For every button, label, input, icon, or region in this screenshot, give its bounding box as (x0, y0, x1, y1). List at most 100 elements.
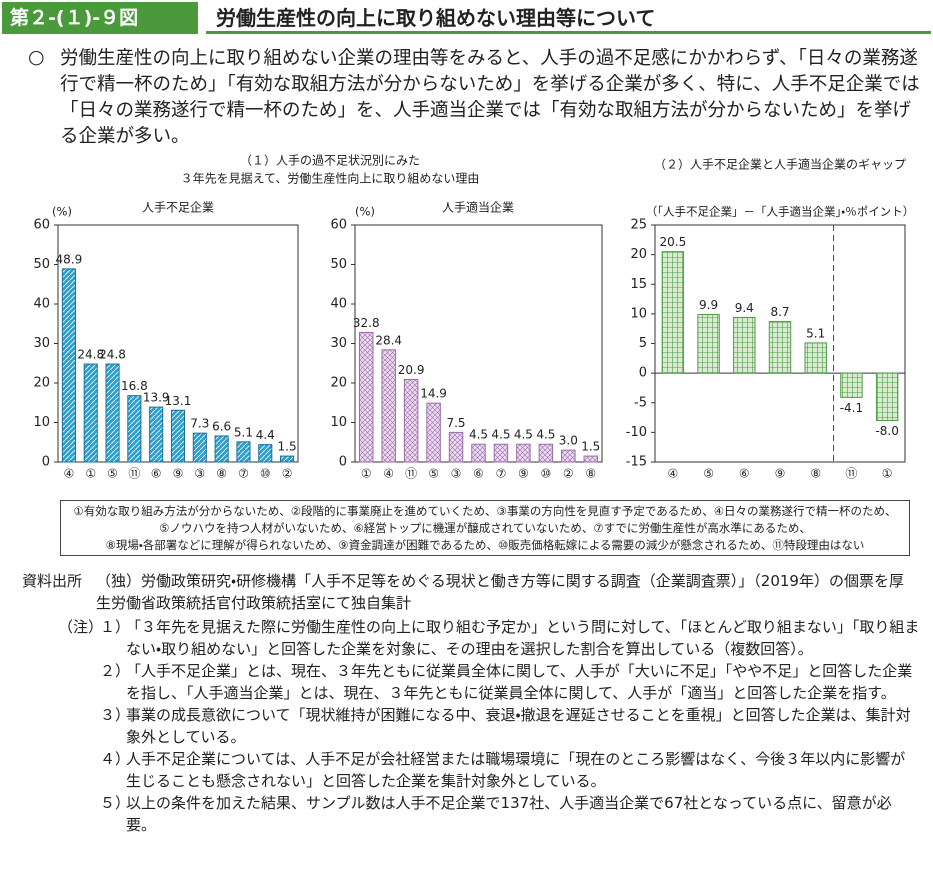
value-label: 9.4 (735, 301, 754, 315)
x-tick-label: ⑨ (173, 467, 184, 481)
source-text: （独）労働政策研究・研修機構「人手不足等をめぐる現状と働き方等に関する調査（企業… (96, 572, 904, 612)
x-tick-label: ③ (194, 467, 205, 481)
x-tick-label: ⑤ (703, 467, 714, 481)
y-tick-label: 0 (339, 455, 347, 470)
figure-title: 労働生産性の向上に取り組めない理由等について (206, 2, 931, 34)
y-tick-label: 30 (330, 336, 347, 351)
note-text: 以上の条件を加えた結果、サンプル数は人手不足企業で137社、人手適当企業で67社… (126, 794, 892, 834)
bar (561, 449, 576, 463)
note-number: １） (100, 618, 131, 636)
value-label: 24.8 (77, 348, 104, 362)
bar (448, 431, 464, 463)
source-label: 資料出所 (22, 572, 83, 590)
chart-title: 人手適当企業 (442, 201, 514, 215)
value-label: 24.8 (99, 348, 126, 362)
bar (493, 443, 509, 463)
x-tick-label: ① (882, 467, 893, 481)
figure-subtitle: （１）人手の過不足状況別にみた (240, 153, 420, 168)
bar (516, 443, 531, 463)
note-number: ２） (100, 662, 131, 680)
value-label: 4.5 (514, 428, 533, 442)
x-tick-label: ⑪ (405, 467, 417, 481)
bar (170, 409, 186, 463)
x-tick-label: ⑪ (845, 467, 857, 481)
x-tick-label: ④ (667, 467, 678, 481)
x-tick-label: ⑦ (238, 467, 249, 481)
x-tick-label: ⑨ (775, 467, 786, 481)
note: ３） 事業の成長意欲について「現状維持が困難になる中、衰退・撤退を遅延させることを… (100, 704, 920, 748)
bar (280, 455, 295, 463)
y-tick-label: 20 (33, 376, 50, 391)
y-tick-label: 60 (330, 218, 347, 233)
y-tick-label: 10 (330, 415, 347, 430)
value-label: 5.1 (806, 326, 825, 340)
chart-title: （２）人手不足企業と人手適当企業のギャップ (654, 158, 906, 172)
value-label: 20.5 (659, 235, 686, 249)
note-number: ４） (100, 750, 131, 768)
value-label: 16.8 (121, 379, 148, 393)
x-tick-label: ⑥ (151, 467, 162, 481)
value-label: 5.1 (234, 425, 253, 439)
y-tick-label: 50 (330, 257, 347, 272)
value-label: 7.5 (446, 416, 465, 430)
bar (358, 331, 374, 463)
bar (661, 251, 685, 374)
bar (538, 443, 554, 463)
note: ４） 人手不足企業については、人手不足が会社経営または職場環境に「現在のところ影響… (100, 748, 920, 792)
y-tick-label: 25 (630, 218, 647, 233)
value-label: 32.8 (353, 316, 380, 330)
y-tick-label: 10 (630, 306, 647, 321)
x-tick-label: ② (563, 467, 574, 481)
figure-subtitle: ３年先を見据えて、労働生産性向上に取り組めない理由 (181, 171, 480, 186)
note-number: ３） (100, 706, 131, 724)
y-tick-label: 40 (33, 297, 50, 312)
value-label: 13.1 (165, 394, 192, 408)
y-tick-label: 10 (33, 415, 50, 430)
note: １） 「３年先を見据えた際に労働生産性の向上に取り組む予定か」という問に対して、「… (100, 616, 920, 660)
y-tick-label: 5 (639, 336, 647, 351)
y-tick-label: 40 (330, 297, 347, 312)
x-tick-label: ⑩ (540, 467, 551, 481)
x-tick-label: ⑤ (428, 467, 439, 481)
chart-title: 人手不足企業 (142, 201, 214, 215)
y-tick-label: -15 (626, 455, 647, 470)
bar (403, 378, 419, 463)
value-label: 4.5 (469, 428, 488, 442)
y-axis-label: (%) (355, 205, 375, 219)
value-label: 28.4 (375, 333, 402, 347)
value-label: 4.4 (256, 428, 275, 442)
bar (768, 321, 792, 374)
y-tick-label: -10 (626, 425, 647, 440)
note: ５） 以上の条件を加えた結果、サンプル数は人手不足企業で137社、人手適当企業で6… (100, 792, 920, 836)
value-label: 4.5 (536, 428, 555, 442)
y-tick-label: 0 (639, 366, 647, 381)
bar (236, 441, 251, 463)
bar (583, 455, 599, 463)
charts: （１）人手の過不足状況別にみた ３年先を見据えて、労働生産性向上に取り組めない理… (33, 153, 914, 481)
figure-number: 第２-(１)-９図 (2, 2, 198, 34)
x-tick-label: ⑤ (107, 467, 118, 481)
value-label: 20.9 (398, 363, 425, 377)
x-tick-label: ⑧ (216, 467, 227, 481)
y-tick-label: 15 (630, 277, 647, 292)
bar (149, 406, 164, 463)
lead-bullet: ○ (28, 46, 45, 68)
bar (258, 444, 273, 463)
bar (426, 402, 441, 463)
bar (127, 395, 142, 463)
x-tick-label: ① (361, 467, 372, 481)
bar (83, 363, 98, 463)
x-tick-label: ② (282, 467, 293, 481)
y-tick-label: 20 (330, 376, 347, 391)
value-label: 1.5 (278, 440, 297, 454)
value-label: 6.6 (212, 419, 231, 433)
note-text: 人手不足企業については、人手不足が会社経営または職場環境に「現在のところ影響はな… (126, 750, 906, 790)
bar (381, 349, 396, 463)
y-axis-label: (%) (52, 205, 72, 219)
y-tick-label: -5 (634, 395, 647, 410)
note-text: 「人手不足企業」とは、現在、３年先ともに従業員全体に関して、人手が「大いに不足」… (126, 662, 913, 702)
legend-line: ①有効な取り組み方法が分からないため、②段階的に事業廃止を進めていくため、③事業… (73, 504, 897, 518)
bar (192, 432, 207, 463)
bar (804, 342, 827, 374)
